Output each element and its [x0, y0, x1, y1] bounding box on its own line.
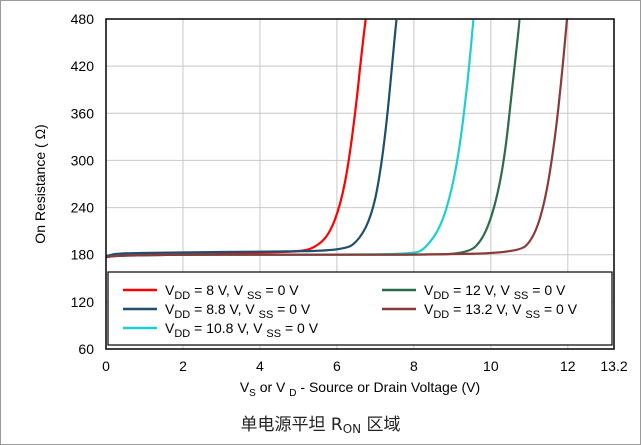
series-line — [106, 19, 398, 258]
y-axis-label: On Resistance ( Ω) — [32, 124, 48, 243]
y-tick-label: 180 — [71, 247, 95, 263]
x-tick-label: 13.2 — [600, 358, 627, 374]
x-axis-label: VS or V D - Source or Drain Voltage (V) — [240, 379, 480, 399]
x-tick-label: 4 — [256, 358, 264, 374]
y-tick-label: 420 — [71, 58, 95, 74]
x-tick-label: 2 — [179, 358, 187, 374]
plot-border — [105, 18, 615, 350]
legend-entry: VDD = 8.8 V, V SS = 0 V — [165, 301, 311, 321]
series-lines — [106, 19, 569, 259]
figure-caption: 单电源平坦 RON 区域 — [240, 415, 401, 436]
x-tick-label: 8 — [410, 358, 418, 374]
y-tick-labels: 60 120 180 240 300 360 420 480 — [71, 11, 95, 357]
x-tick-label: 12 — [560, 358, 576, 374]
legend-entry: VDD = 12 V, V SS = 0 V — [424, 282, 566, 302]
legend-entry: VDD = 13.2 V, V SS = 0 V — [424, 301, 578, 321]
y-tick-label: 480 — [71, 11, 95, 27]
legend-entry: VDD = 10.8 V, V SS = 0 V — [165, 320, 319, 340]
x-tick-label: 6 — [333, 358, 341, 374]
x-tick-labels: 0 2 4 6 8 10 12 13.2 — [102, 358, 628, 374]
legend-box — [107, 271, 613, 346]
y-tick-label: 300 — [71, 152, 95, 168]
y-tick-label: 120 — [71, 294, 95, 310]
legend-entry: VDD = 8 V, V SS = 0 V — [165, 282, 299, 302]
y-tick-label: 360 — [71, 105, 95, 121]
x-tick-label: 0 — [102, 358, 110, 374]
x-tick-label: 10 — [483, 358, 499, 374]
y-tick-label: 240 — [71, 200, 95, 216]
series-line — [106, 19, 569, 259]
y-tick-label: 60 — [78, 341, 94, 357]
